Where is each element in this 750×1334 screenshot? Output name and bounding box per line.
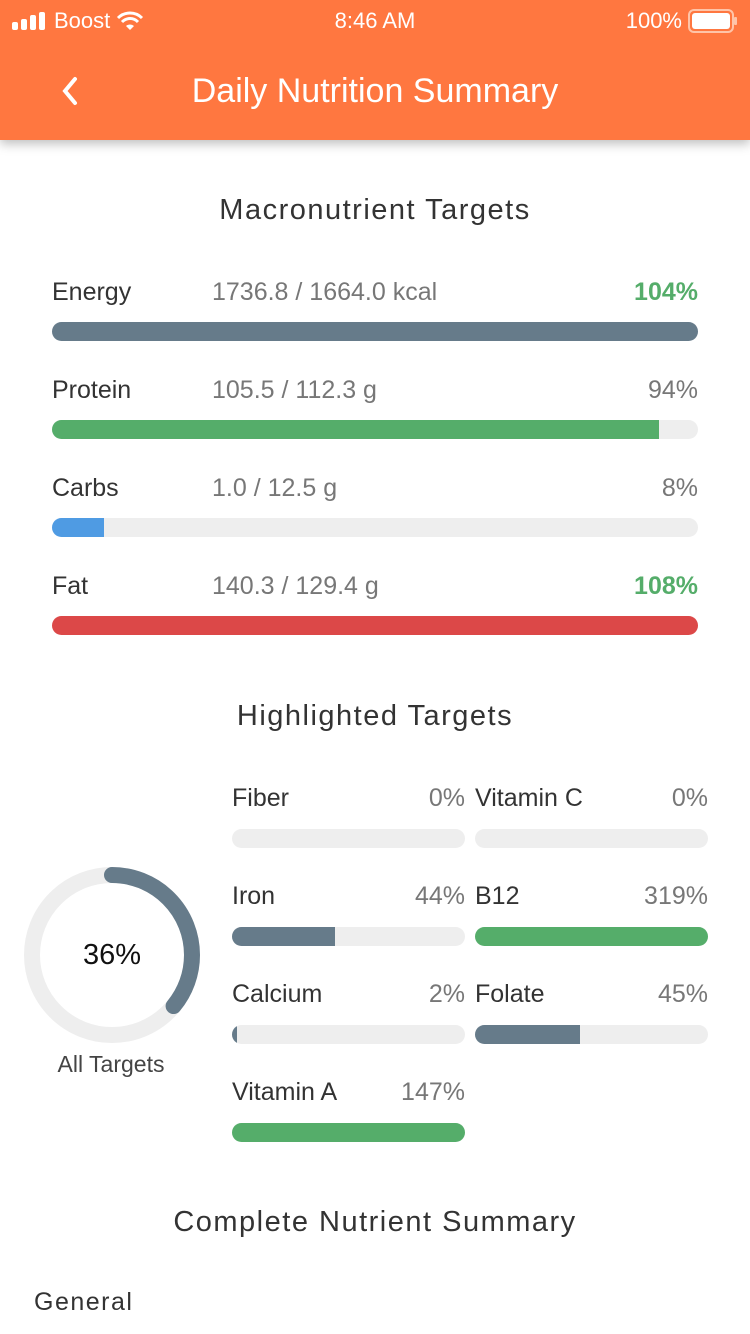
target-progress-track xyxy=(232,829,465,848)
back-button[interactable] xyxy=(56,70,86,112)
target-label: B12 xyxy=(475,882,520,910)
target-progress-fill xyxy=(475,927,708,946)
target-label: Calcium xyxy=(232,980,323,1008)
target-vitamin-c: Vitamin C 0% xyxy=(475,784,708,854)
target-percent: 45% xyxy=(657,980,708,1008)
ring-label: All Targets xyxy=(57,1051,165,1077)
target-label: Vitamin C xyxy=(475,784,583,812)
macro-progress-track xyxy=(52,518,698,537)
carrier: Boost xyxy=(54,8,111,33)
macro-row-carbs: Carbs 1.0 / 12.5 g 8% xyxy=(52,474,698,554)
target-percent: 44% xyxy=(414,882,465,910)
clock: 8:46 AM xyxy=(334,8,416,33)
target-progress-fill xyxy=(232,1025,237,1044)
target-b12: B12 319% xyxy=(475,882,708,952)
all-targets-ring: 36% xyxy=(24,867,200,1043)
macro-label: Fat xyxy=(52,572,89,600)
target-percent: 0% xyxy=(671,784,708,812)
progress-ring xyxy=(24,867,200,1043)
battery-percent: 100% xyxy=(625,8,682,33)
target-progress-track xyxy=(232,927,465,946)
target-percent: 0% xyxy=(428,784,465,812)
battery-icon xyxy=(688,9,737,33)
wifi-icon xyxy=(117,11,144,30)
macro-progress-track xyxy=(52,322,698,341)
macro-percent: 108% xyxy=(634,572,698,600)
target-percent: 2% xyxy=(428,980,465,1008)
macro-value: 1736.8 / 1664.0 kcal xyxy=(212,278,438,306)
target-progress-track xyxy=(475,829,708,848)
target-progress-fill xyxy=(232,1123,465,1142)
macro-row-fat: Fat 140.3 / 129.4 g 108% xyxy=(52,572,698,652)
target-progress-fill xyxy=(475,1025,580,1044)
macro-label: Energy xyxy=(52,278,132,306)
page-title: Daily Nutrition Summary xyxy=(191,72,559,110)
macro-percent: 94% xyxy=(647,376,698,404)
macro-progress-fill xyxy=(52,616,698,635)
target-label: Iron xyxy=(232,882,276,910)
status-right: 100% xyxy=(626,6,738,36)
macro-row-protein: Protein 105.5 / 112.3 g 94% xyxy=(52,376,698,456)
macro-progress-fill xyxy=(52,518,104,537)
target-iron: Iron 44% xyxy=(232,882,465,952)
macro-percent: 8% xyxy=(661,474,698,502)
macro-percent: 104% xyxy=(634,278,698,306)
status-left: Boost xyxy=(12,6,144,36)
macro-label: Protein xyxy=(52,376,132,404)
complete-summary-heading: Complete Nutrient Summary xyxy=(173,1206,577,1238)
ring-progress xyxy=(24,867,200,1043)
ring-percent: 36% xyxy=(82,939,142,971)
target-folate: Folate 45% xyxy=(475,980,708,1050)
app-header: Boost 8:46 AM 100% Daily Nutrition Summa… xyxy=(0,0,750,140)
target-fiber: Fiber 0% xyxy=(232,784,465,854)
macro-value: 1.0 / 12.5 g xyxy=(212,474,338,502)
macro-progress-track xyxy=(52,616,698,635)
target-percent: 319% xyxy=(644,882,708,910)
macro-value: 105.5 / 112.3 g xyxy=(212,376,377,404)
target-percent: 147% xyxy=(401,1078,465,1106)
macro-progress-fill xyxy=(52,322,698,341)
highlighted-heading: Highlighted Targets xyxy=(236,700,514,732)
signal-icon xyxy=(12,12,45,30)
chevron-left-icon xyxy=(62,77,77,105)
target-label: Folate xyxy=(475,980,545,1008)
macro-row-energy: Energy 1736.8 / 1664.0 kcal 104% xyxy=(52,278,698,358)
macro-label: Carbs xyxy=(52,474,119,502)
target-label: Vitamin A xyxy=(232,1078,338,1106)
target-progress-track xyxy=(232,1123,465,1142)
target-label: Fiber xyxy=(232,784,289,812)
macro-value: 140.3 / 129.4 g xyxy=(212,572,379,600)
macronutrient-heading: Macronutrient Targets xyxy=(219,194,531,226)
target-progress-track xyxy=(232,1025,465,1044)
target-progress-fill xyxy=(232,927,335,946)
macro-progress-track xyxy=(52,420,698,439)
target-progress-track xyxy=(475,927,708,946)
target-vitamin-a: Vitamin A 147% xyxy=(232,1078,465,1148)
section-general: General xyxy=(34,1288,134,1316)
target-calcium: Calcium 2% xyxy=(232,980,465,1050)
target-progress-track xyxy=(475,1025,708,1044)
macro-progress-fill xyxy=(52,420,660,439)
